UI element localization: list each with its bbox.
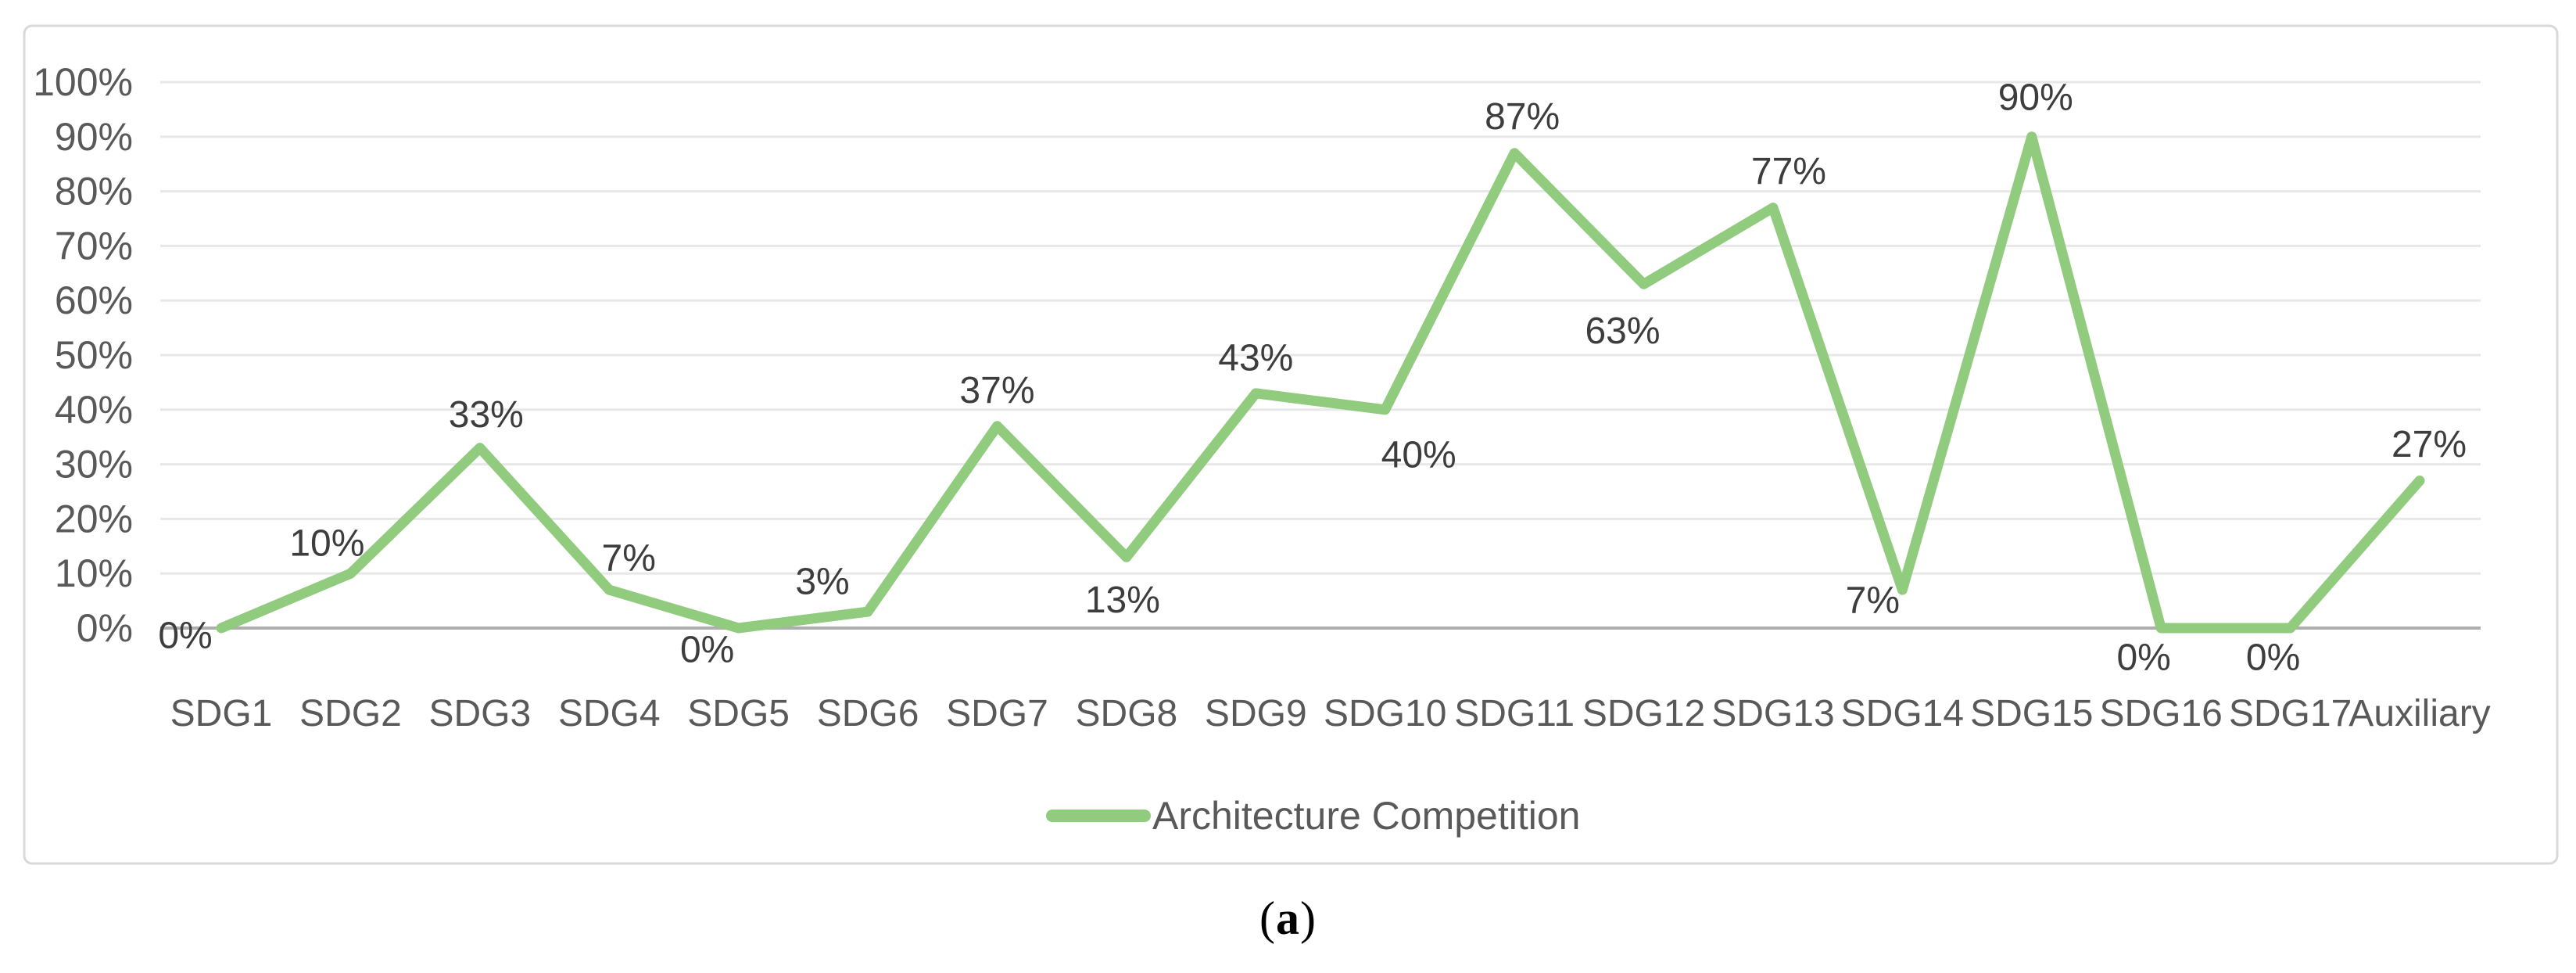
- y-tick-label: 20%: [55, 497, 133, 540]
- data-label: 0%: [158, 616, 212, 657]
- data-label: 27%: [2391, 424, 2467, 465]
- x-tick-label: SDG1: [170, 693, 273, 734]
- y-tick-label: 60%: [55, 278, 133, 322]
- y-tick-label: 90%: [55, 115, 133, 159]
- legend-label: Architecture Competition: [1152, 794, 1580, 838]
- caption-paren-close: ): [1300, 892, 1317, 944]
- series-line: [216, 131, 2425, 634]
- data-label: 0%: [2116, 637, 2170, 679]
- x-tick-label: SDG14: [1841, 693, 1964, 734]
- x-tick-label: Auxiliary: [2348, 693, 2490, 734]
- data-label: 37%: [959, 370, 1034, 411]
- data-label: 0%: [680, 630, 734, 671]
- x-tick-label: SDG2: [299, 693, 402, 734]
- chart-border: [23, 24, 2559, 865]
- data-label: 7%: [1846, 580, 1900, 622]
- x-tick-label: SDG15: [1970, 693, 2093, 734]
- x-tick-label: SDG3: [428, 693, 531, 734]
- y-tick-label: 80%: [55, 170, 133, 214]
- y-tick-label: 100%: [33, 60, 133, 104]
- data-label: 87%: [1485, 96, 1560, 138]
- y-tick-label: 70%: [55, 224, 133, 267]
- data-label: 13%: [1085, 580, 1160, 621]
- x-tick-label: SDG16: [2099, 693, 2222, 734]
- x-tick-label: SDG11: [1454, 693, 1575, 734]
- x-tick-label: SDG5: [687, 693, 790, 734]
- x-tick-label: SDG7: [946, 693, 1048, 734]
- data-label: 10%: [289, 523, 364, 565]
- y-tick-label: 0%: [77, 606, 133, 650]
- y-tick-label: 10%: [55, 551, 133, 595]
- data-label: 43%: [1218, 337, 1293, 379]
- x-tick-label: SDG10: [1324, 693, 1446, 734]
- x-tick-label: SDG13: [1711, 693, 1834, 734]
- x-tick-label: SDG4: [558, 693, 661, 734]
- x-tick-label: SDG8: [1076, 693, 1178, 734]
- x-tick-label: SDG17: [2229, 693, 2352, 734]
- x-tick-label: SDG9: [1205, 693, 1307, 734]
- data-label: 40%: [1381, 434, 1456, 476]
- y-tick-label: 50%: [55, 333, 133, 377]
- data-label: 77%: [1751, 151, 1826, 192]
- data-label: 0%: [2246, 637, 2300, 679]
- data-label: 3%: [795, 562, 849, 603]
- figure-caption: (a): [0, 892, 2576, 946]
- caption-paren-open: (: [1259, 892, 1276, 944]
- data-label: 90%: [1998, 77, 2073, 118]
- data-label: 7%: [602, 538, 656, 580]
- y-tick-label: 30%: [55, 443, 133, 486]
- data-label: 63%: [1585, 311, 1660, 352]
- caption-letter: a: [1276, 892, 1300, 944]
- x-tick-label: SDG6: [817, 693, 919, 734]
- data-label: 33%: [449, 394, 524, 436]
- x-tick-label: SDG12: [1582, 693, 1705, 734]
- y-tick-label: 40%: [55, 388, 133, 432]
